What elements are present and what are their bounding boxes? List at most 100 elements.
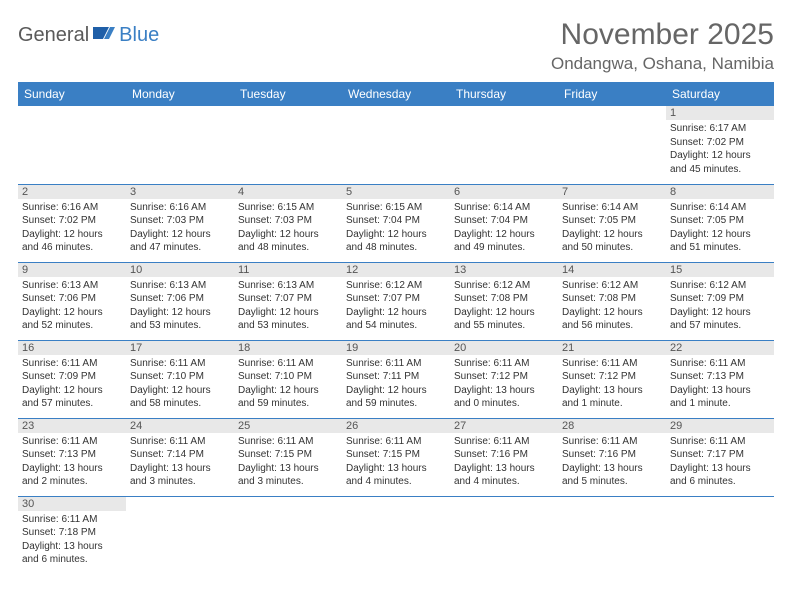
sunset-text: Sunset: 7:16 PM — [454, 448, 554, 462]
day-number: 9 — [18, 263, 126, 277]
day-header-mon: Monday — [126, 82, 234, 106]
daylight-text: Daylight: 12 hours and 53 minutes. — [238, 306, 338, 333]
sunset-text: Sunset: 7:04 PM — [346, 214, 446, 228]
sun-info: Sunrise: 6:13 AMSunset: 7:06 PMDaylight:… — [130, 279, 230, 333]
calendar-cell — [558, 106, 666, 184]
sunrise-text: Sunrise: 6:14 AM — [562, 201, 662, 215]
calendar-row: 16 Sunrise: 6:11 AM Sunset: 7:09 PM Dayligh… — [18, 340, 774, 418]
sunset-text: Sunset: 7:14 PM — [130, 448, 230, 462]
sunset-text: Sunset: 7:05 PM — [562, 214, 662, 228]
day-number: 10 — [126, 263, 234, 277]
daylight-text: Daylight: 13 hours and 3 minutes. — [130, 462, 230, 489]
sunrise-text: Sunrise: 6:11 AM — [562, 357, 662, 371]
daylight-text: Daylight: 13 hours and 2 minutes. — [22, 462, 122, 489]
day-number — [126, 106, 234, 120]
sunset-text: Sunset: 7:04 PM — [454, 214, 554, 228]
day-number: 16 — [18, 341, 126, 355]
sunset-text: Sunset: 7:12 PM — [562, 370, 662, 384]
calendar-cell: 15Sunrise: 6:12 AMSunset: 7:09 PMDayligh… — [666, 262, 774, 340]
calendar-cell — [234, 496, 342, 574]
day-number: 30 — [18, 497, 126, 511]
calendar-cell: 11 Sunrise: 6:13 AMSunset: 7:07 PMDayligh… — [234, 262, 342, 340]
sunrise-text: Sunrise: 6:11 AM — [670, 435, 770, 449]
sunrise-text: Sunrise: 6:17 AM — [670, 122, 770, 136]
sunrise-text: Sunrise: 6:14 AM — [670, 201, 770, 215]
daylight-text: Daylight: 12 hours and 46 minutes. — [22, 228, 122, 255]
sunset-text: Sunset: 7:09 PM — [22, 370, 122, 384]
sun-info: Sunrise: 6:11 AMSunset: 7:16 PMDaylight:… — [454, 435, 554, 489]
sunrise-text: Sunrise: 6:13 AM — [130, 279, 230, 293]
day-number: 28 — [558, 419, 666, 433]
day-number: 17 — [126, 341, 234, 355]
day-number — [450, 497, 558, 511]
calendar-cell: 4Sunrise: 6:15 AMSunset: 7:03 PMDaylight… — [234, 184, 342, 262]
day-header-fri: Friday — [558, 82, 666, 106]
calendar-cell — [234, 106, 342, 184]
day-number: 14 — [558, 263, 666, 277]
sunrise-text: Sunrise: 6:15 AM — [238, 201, 338, 215]
calendar-cell: 3Sunrise: 6:16 AMSunset: 7:03 PMDaylight… — [126, 184, 234, 262]
daylight-text: Daylight: 12 hours and 52 minutes. — [22, 306, 122, 333]
sun-info: Sunrise: 6:15 AMSunset: 7:04 PMDaylight:… — [346, 201, 446, 255]
sunset-text: Sunset: 7:02 PM — [670, 136, 770, 150]
day-number: 8 — [666, 185, 774, 199]
day-number — [558, 497, 666, 511]
day-number: 15 — [666, 263, 774, 277]
sun-info: Sunrise: 6:11 AMSunset: 7:13 PMDaylight:… — [22, 435, 122, 489]
daylight-text: Daylight: 13 hours and 1 minute. — [670, 384, 770, 411]
calendar-cell: 29Sunrise: 6:11 AMSunset: 7:17 PMDayligh… — [666, 418, 774, 496]
calendar-cell: 27Sunrise: 6:11 AMSunset: 7:16 PMDayligh… — [450, 418, 558, 496]
sun-info: Sunrise: 6:14 AMSunset: 7:05 PMDaylight:… — [562, 201, 662, 255]
sunset-text: Sunset: 7:12 PM — [454, 370, 554, 384]
calendar-cell: 7 Sunrise: 6:14 AMSunset: 7:05 PMDaylight… — [558, 184, 666, 262]
calendar-cell: 23Sunrise: 6:11 AMSunset: 7:13 PMDayligh… — [18, 418, 126, 496]
day-number: 29 — [666, 419, 774, 433]
calendar-cell — [342, 496, 450, 574]
daylight-text: Daylight: 12 hours and 59 minutes. — [346, 384, 446, 411]
daylight-text: Daylight: 12 hours and 58 minutes. — [130, 384, 230, 411]
sunset-text: Sunset: 7:02 PM — [22, 214, 122, 228]
sunrise-text: Sunrise: 6:12 AM — [670, 279, 770, 293]
daylight-text: Daylight: 12 hours and 54 minutes. — [346, 306, 446, 333]
daylight-text: Daylight: 13 hours and 6 minutes. — [22, 540, 122, 567]
day-number — [342, 497, 450, 511]
sunrise-text: Sunrise: 6:12 AM — [454, 279, 554, 293]
daylight-text: Daylight: 12 hours and 48 minutes. — [346, 228, 446, 255]
sunset-text: Sunset: 7:08 PM — [562, 292, 662, 306]
daylight-text: Daylight: 13 hours and 5 minutes. — [562, 462, 662, 489]
day-number — [18, 106, 126, 120]
sun-info: Sunrise: 6:17 AMSunset: 7:02 PMDaylight:… — [670, 122, 770, 176]
calendar-cell: 19Sunrise: 6:11 AMSunset: 7:11 PMDayligh… — [342, 340, 450, 418]
day-number: 3 — [126, 185, 234, 199]
page-header: General Blue November 2025 Ondangwa, Osh… — [18, 18, 774, 74]
day-header-wed: Wednesday — [342, 82, 450, 106]
sun-info: Sunrise: 6:11 AMSunset: 7:13 PMDaylight:… — [670, 357, 770, 411]
daylight-text: Daylight: 13 hours and 3 minutes. — [238, 462, 338, 489]
day-number: 21 — [558, 341, 666, 355]
title-block: November 2025 Ondangwa, Oshana, Namibia — [551, 18, 774, 74]
day-header-tue: Tuesday — [234, 82, 342, 106]
daylight-text: Daylight: 12 hours and 48 minutes. — [238, 228, 338, 255]
sunset-text: Sunset: 7:08 PM — [454, 292, 554, 306]
daylight-text: Daylight: 12 hours and 53 minutes. — [130, 306, 230, 333]
daylight-text: Daylight: 12 hours and 56 minutes. — [562, 306, 662, 333]
sunrise-text: Sunrise: 6:12 AM — [346, 279, 446, 293]
day-number: 11 — [234, 263, 342, 277]
calendar-row: 30Sunrise: 6:11 AMSunset: 7:18 PMDayligh… — [18, 496, 774, 574]
calendar-cell: 12Sunrise: 6:12 AMSunset: 7:07 PMDayligh… — [342, 262, 450, 340]
sunrise-text: Sunrise: 6:11 AM — [670, 357, 770, 371]
day-number: 7 — [558, 185, 666, 199]
calendar-cell — [126, 496, 234, 574]
sun-info: Sunrise: 6:13 AMSunset: 7:07 PMDaylight:… — [238, 279, 338, 333]
day-number: 25 — [234, 419, 342, 433]
day-number — [450, 106, 558, 120]
sunset-text: Sunset: 7:15 PM — [346, 448, 446, 462]
day-number: 4 — [234, 185, 342, 199]
daylight-text: Daylight: 13 hours and 0 minutes. — [454, 384, 554, 411]
day-number — [126, 497, 234, 511]
calendar-cell — [342, 106, 450, 184]
sunset-text: Sunset: 7:06 PM — [130, 292, 230, 306]
sunrise-text: Sunrise: 6:11 AM — [130, 435, 230, 449]
calendar-cell — [18, 106, 126, 184]
sunrise-text: Sunrise: 6:11 AM — [22, 435, 122, 449]
